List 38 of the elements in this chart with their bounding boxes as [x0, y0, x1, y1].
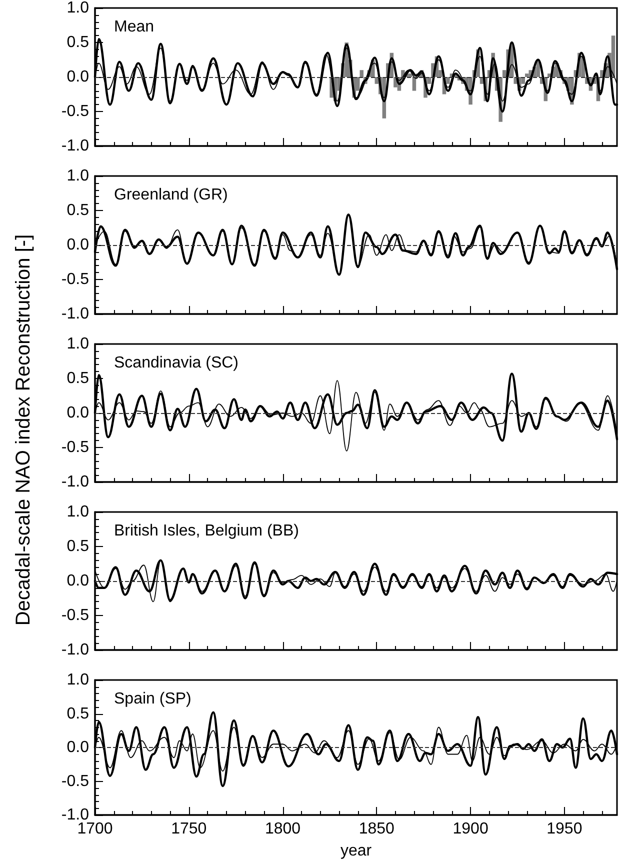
x-tick-label: 1900: [452, 820, 488, 838]
x-tick-label: 1850: [358, 820, 395, 838]
y-tick-label: -1.0: [61, 806, 90, 824]
y-tick-label: 0.0: [66, 404, 90, 422]
y-tick-label: -0.5: [61, 439, 90, 456]
x-tick-label: 1800: [264, 820, 301, 838]
y-tick-label: 1.0: [66, 672, 90, 688]
y-tick-label: 1.0: [66, 168, 90, 184]
y-tick-label: -0.5: [61, 271, 90, 288]
y-tick-label: 1.0: [66, 504, 90, 520]
y-tick-label: 0.5: [66, 370, 90, 387]
y-tick-label: -1.0: [61, 306, 90, 322]
x-axis-title: year: [340, 842, 372, 860]
y-axis-title: Decadal-scale NAO index Reconstruction [-]: [12, 234, 36, 626]
y-tick-label: 0.0: [66, 68, 90, 86]
x-tick-label: 1750: [171, 820, 207, 838]
y-tick-label: -1.0: [61, 138, 90, 154]
y-tick-label: -1.0: [61, 642, 90, 658]
y-tick-label: 0.5: [66, 202, 90, 219]
y-tick-label: 1.0: [66, 336, 90, 352]
y-tick-label: 0.5: [66, 705, 90, 722]
y-tick-label: 0.0: [66, 236, 90, 254]
y-tick-label: 0.5: [66, 538, 90, 555]
y-tick-label: -1.0: [61, 474, 90, 490]
y-tick-label: 0.0: [66, 572, 90, 590]
x-tick-label: 1950: [546, 820, 582, 838]
y-tick-label: 1.0: [66, 0, 90, 16]
text: Greenland (GR): [114, 186, 228, 204]
y-tick-label: 0.0: [66, 739, 90, 756]
y-tick-label: -0.5: [61, 607, 90, 624]
y-tick-label: -0.5: [61, 103, 90, 120]
y-tick-label: 0.5: [66, 34, 90, 51]
x-tick-label: 1700: [77, 820, 113, 838]
text: Mean: [114, 18, 154, 36]
text: Spain (SP): [114, 690, 192, 708]
text: British Isles, Belgium (BB): [114, 522, 299, 540]
text: Scandinavia (SC): [114, 354, 238, 372]
y-tick-label: -0.5: [61, 772, 90, 790]
